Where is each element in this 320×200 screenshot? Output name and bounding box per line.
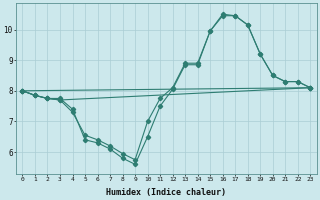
X-axis label: Humidex (Indice chaleur): Humidex (Indice chaleur) xyxy=(106,188,226,197)
